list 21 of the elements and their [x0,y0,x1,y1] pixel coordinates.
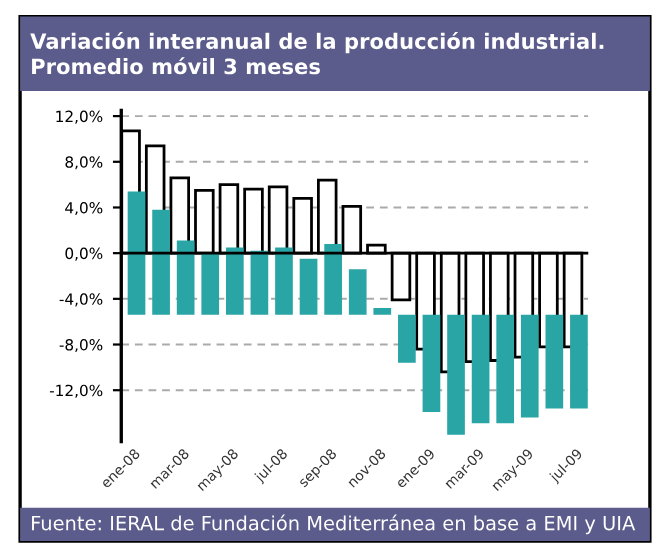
bar [250,250,269,315]
bar [398,314,416,363]
bar [373,307,392,315]
bar [422,314,441,412]
bar [299,258,318,315]
bar [201,253,220,315]
bar [545,314,564,409]
bar [447,314,465,435]
bar [520,314,539,418]
bar [496,314,515,424]
bar [348,269,367,315]
bar [471,314,490,424]
chart-title: Variación interanual de la producción industrial. Promedio móvil 3 meses [30,31,604,75]
bar [152,209,170,315]
bar [225,247,244,315]
bar [275,247,293,315]
bar [324,244,342,315]
bar [570,314,588,409]
bar [176,240,195,315]
bar [127,191,146,315]
source-note: Fuente: IERAL de Fundación Mediterránea en base a EMI y UIA [32,514,636,535]
